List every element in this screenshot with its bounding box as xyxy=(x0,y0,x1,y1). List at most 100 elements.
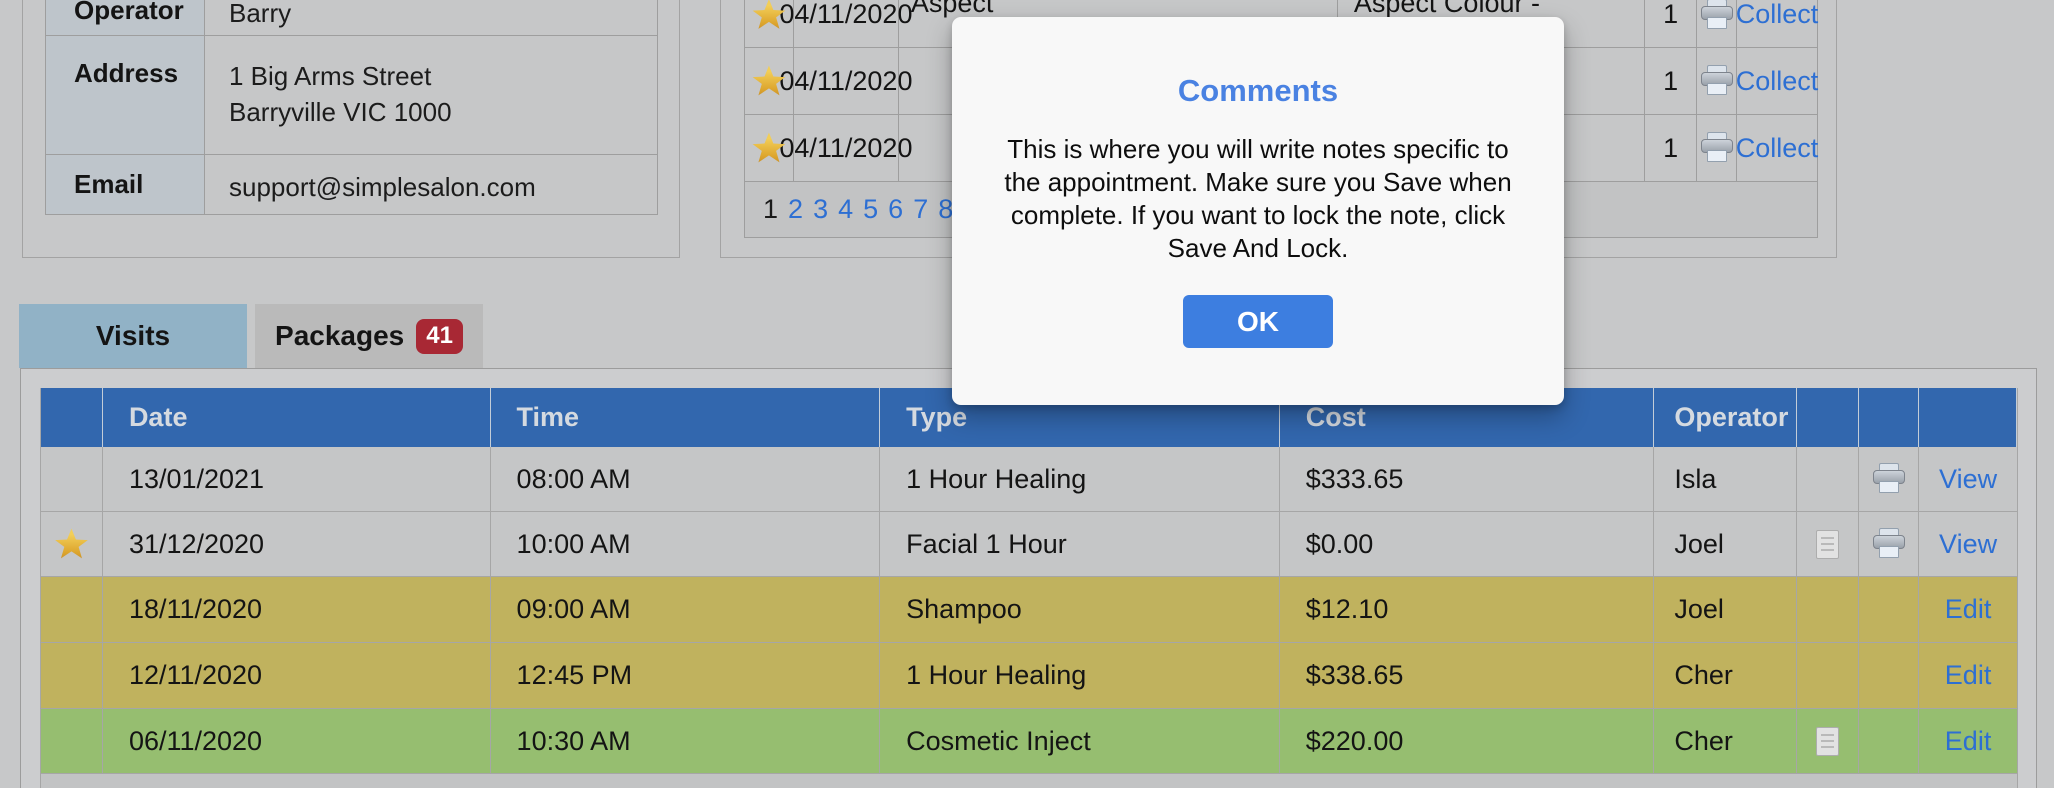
visit-cost: $338.65 xyxy=(1280,643,1655,708)
note-cell[interactable] xyxy=(1797,709,1860,773)
note-icon[interactable] xyxy=(1816,726,1840,756)
visit-date: 31/12/2020 xyxy=(103,512,491,576)
printer-icon[interactable] xyxy=(1700,132,1734,164)
printer-icon[interactable] xyxy=(1700,65,1734,97)
view-link[interactable]: View xyxy=(1939,528,1998,559)
tab-packages[interactable]: Packages 41 xyxy=(255,304,483,368)
header-date: Date xyxy=(103,388,491,447)
note-cell xyxy=(1797,643,1860,708)
history-colour: Aspect Colour - xyxy=(1338,0,1646,47)
page-number-current[interactable]: 1 xyxy=(763,194,779,224)
address-value: 1 Big Arms Street Barryville VIC 1000 xyxy=(205,36,657,154)
email-value: support@simplesalon.com xyxy=(205,155,657,214)
packages-count-badge: 41 xyxy=(416,318,463,354)
visit-cost: $0.00 xyxy=(1280,512,1655,576)
favorite-cell xyxy=(41,709,103,773)
note-icon[interactable] xyxy=(1816,529,1840,559)
page-number[interactable]: 2 xyxy=(788,194,804,224)
visit-date: 06/11/2020 xyxy=(103,709,491,773)
note-cell[interactable] xyxy=(1797,512,1860,576)
visit-operator: Joel xyxy=(1654,577,1798,642)
dialog-title: Comments xyxy=(1177,73,1339,108)
operator-label: Operator xyxy=(46,0,205,35)
collect-cell: Collect xyxy=(1735,48,1819,114)
ok-button[interactable]: OK xyxy=(1183,295,1333,348)
header-type: Type xyxy=(880,388,1280,447)
print-cell xyxy=(1859,709,1920,773)
history-qty: 1 xyxy=(1645,48,1698,114)
page-number[interactable]: 3 xyxy=(813,194,829,224)
visit-row: 12/11/2020 12:45 PM 1 Hour Healing $338.… xyxy=(41,643,2017,709)
visit-time: 08:00 AM xyxy=(491,447,881,511)
printer-icon[interactable] xyxy=(1872,528,1906,560)
collect-link[interactable]: Collect xyxy=(1735,132,1819,163)
visit-operator: Cher xyxy=(1654,643,1798,708)
print-cell[interactable] xyxy=(1859,447,1920,511)
print-cell[interactable] xyxy=(1859,512,1920,576)
visit-operator: Isla xyxy=(1654,447,1798,511)
print-cell xyxy=(1859,643,1920,708)
print-cell[interactable] xyxy=(1697,48,1737,114)
header-print-col xyxy=(1859,388,1920,447)
page-number[interactable]: 5 xyxy=(863,194,879,224)
visit-row: 06/11/2020 10:30 AM Cosmetic Inject $220… xyxy=(41,709,2017,774)
visit-time: 10:00 AM xyxy=(491,512,881,576)
visit-type: Cosmetic Inject xyxy=(880,709,1280,773)
action-cell: Edit xyxy=(1919,577,2017,642)
history-date: 04/11/2020 xyxy=(779,48,912,114)
address-label: Address xyxy=(46,36,205,154)
edit-link[interactable]: Edit xyxy=(1944,594,1992,624)
note-cell xyxy=(1797,577,1860,642)
email-label: Email xyxy=(46,155,205,214)
header-star-col xyxy=(41,388,103,447)
visit-row: 31/12/2020 10:00 AM Facial 1 Hour $0.00 … xyxy=(41,512,2017,577)
favorite-cell xyxy=(41,577,103,642)
visit-date: 13/01/2021 xyxy=(103,447,491,511)
history-colour xyxy=(1338,115,1646,181)
page-number[interactable]: 4 xyxy=(838,194,854,224)
printer-icon[interactable] xyxy=(1872,463,1906,495)
favorite-cell xyxy=(41,643,103,708)
client-row-email: Email support@simplesalon.com xyxy=(46,154,657,214)
action-cell: Edit xyxy=(1919,709,2017,773)
action-cell: View xyxy=(1919,447,2017,511)
print-cell xyxy=(1859,577,1920,642)
action-cell: Edit xyxy=(1919,643,2017,708)
dialog-body-text: This is where you will write notes speci… xyxy=(1004,134,1512,263)
action-cell: View xyxy=(1919,512,2017,576)
visits-table-footer xyxy=(41,774,2017,788)
history-date: 04/11/2020 xyxy=(779,0,912,47)
print-cell[interactable] xyxy=(1697,0,1737,47)
print-cell[interactable] xyxy=(1697,115,1737,181)
favorite-cell xyxy=(41,512,103,576)
page-number[interactable]: 6 xyxy=(888,194,904,224)
printer-icon[interactable] xyxy=(1700,0,1734,31)
edit-link[interactable]: Edit xyxy=(1944,725,1992,756)
page-number[interactable]: 8 xyxy=(938,194,954,224)
history-qty: 1 xyxy=(1645,115,1698,181)
favorite-cell xyxy=(745,0,794,47)
visit-type: 1 Hour Healing xyxy=(880,643,1280,708)
tab-visits[interactable]: Visits xyxy=(19,304,247,368)
header-cost: Cost xyxy=(1280,388,1655,447)
history-colour xyxy=(1338,48,1646,114)
collect-link[interactable]: Collect xyxy=(1735,65,1819,96)
view-link[interactable]: View xyxy=(1939,463,1998,494)
header-time: Time xyxy=(491,388,881,447)
visit-date: 18/11/2020 xyxy=(103,577,491,642)
note-cell xyxy=(1797,447,1860,511)
visit-row: 13/01/2021 08:00 AM 1 Hour Healing $333.… xyxy=(41,447,2017,512)
visit-time: 12:45 PM xyxy=(491,643,881,708)
visit-row: 18/11/2020 09:00 AM Shampoo $12.10 Joel … xyxy=(41,577,2017,643)
collect-link[interactable]: Collect xyxy=(1735,0,1819,29)
page-number[interactable]: 7 xyxy=(913,194,929,224)
visit-cost: $333.65 xyxy=(1280,447,1655,511)
client-details-card: Operator Barry Address 1 Big Arms Street… xyxy=(22,0,680,258)
edit-link[interactable]: Edit xyxy=(1944,660,1992,690)
visit-cost: $220.00 xyxy=(1280,709,1655,773)
header-note-col xyxy=(1797,388,1860,447)
client-row-operator: Operator Barry xyxy=(46,0,657,35)
visits-table: Date Time Type Cost Operator 13/01/2021 … xyxy=(40,388,2018,788)
header-operator: Operator xyxy=(1654,388,1798,447)
